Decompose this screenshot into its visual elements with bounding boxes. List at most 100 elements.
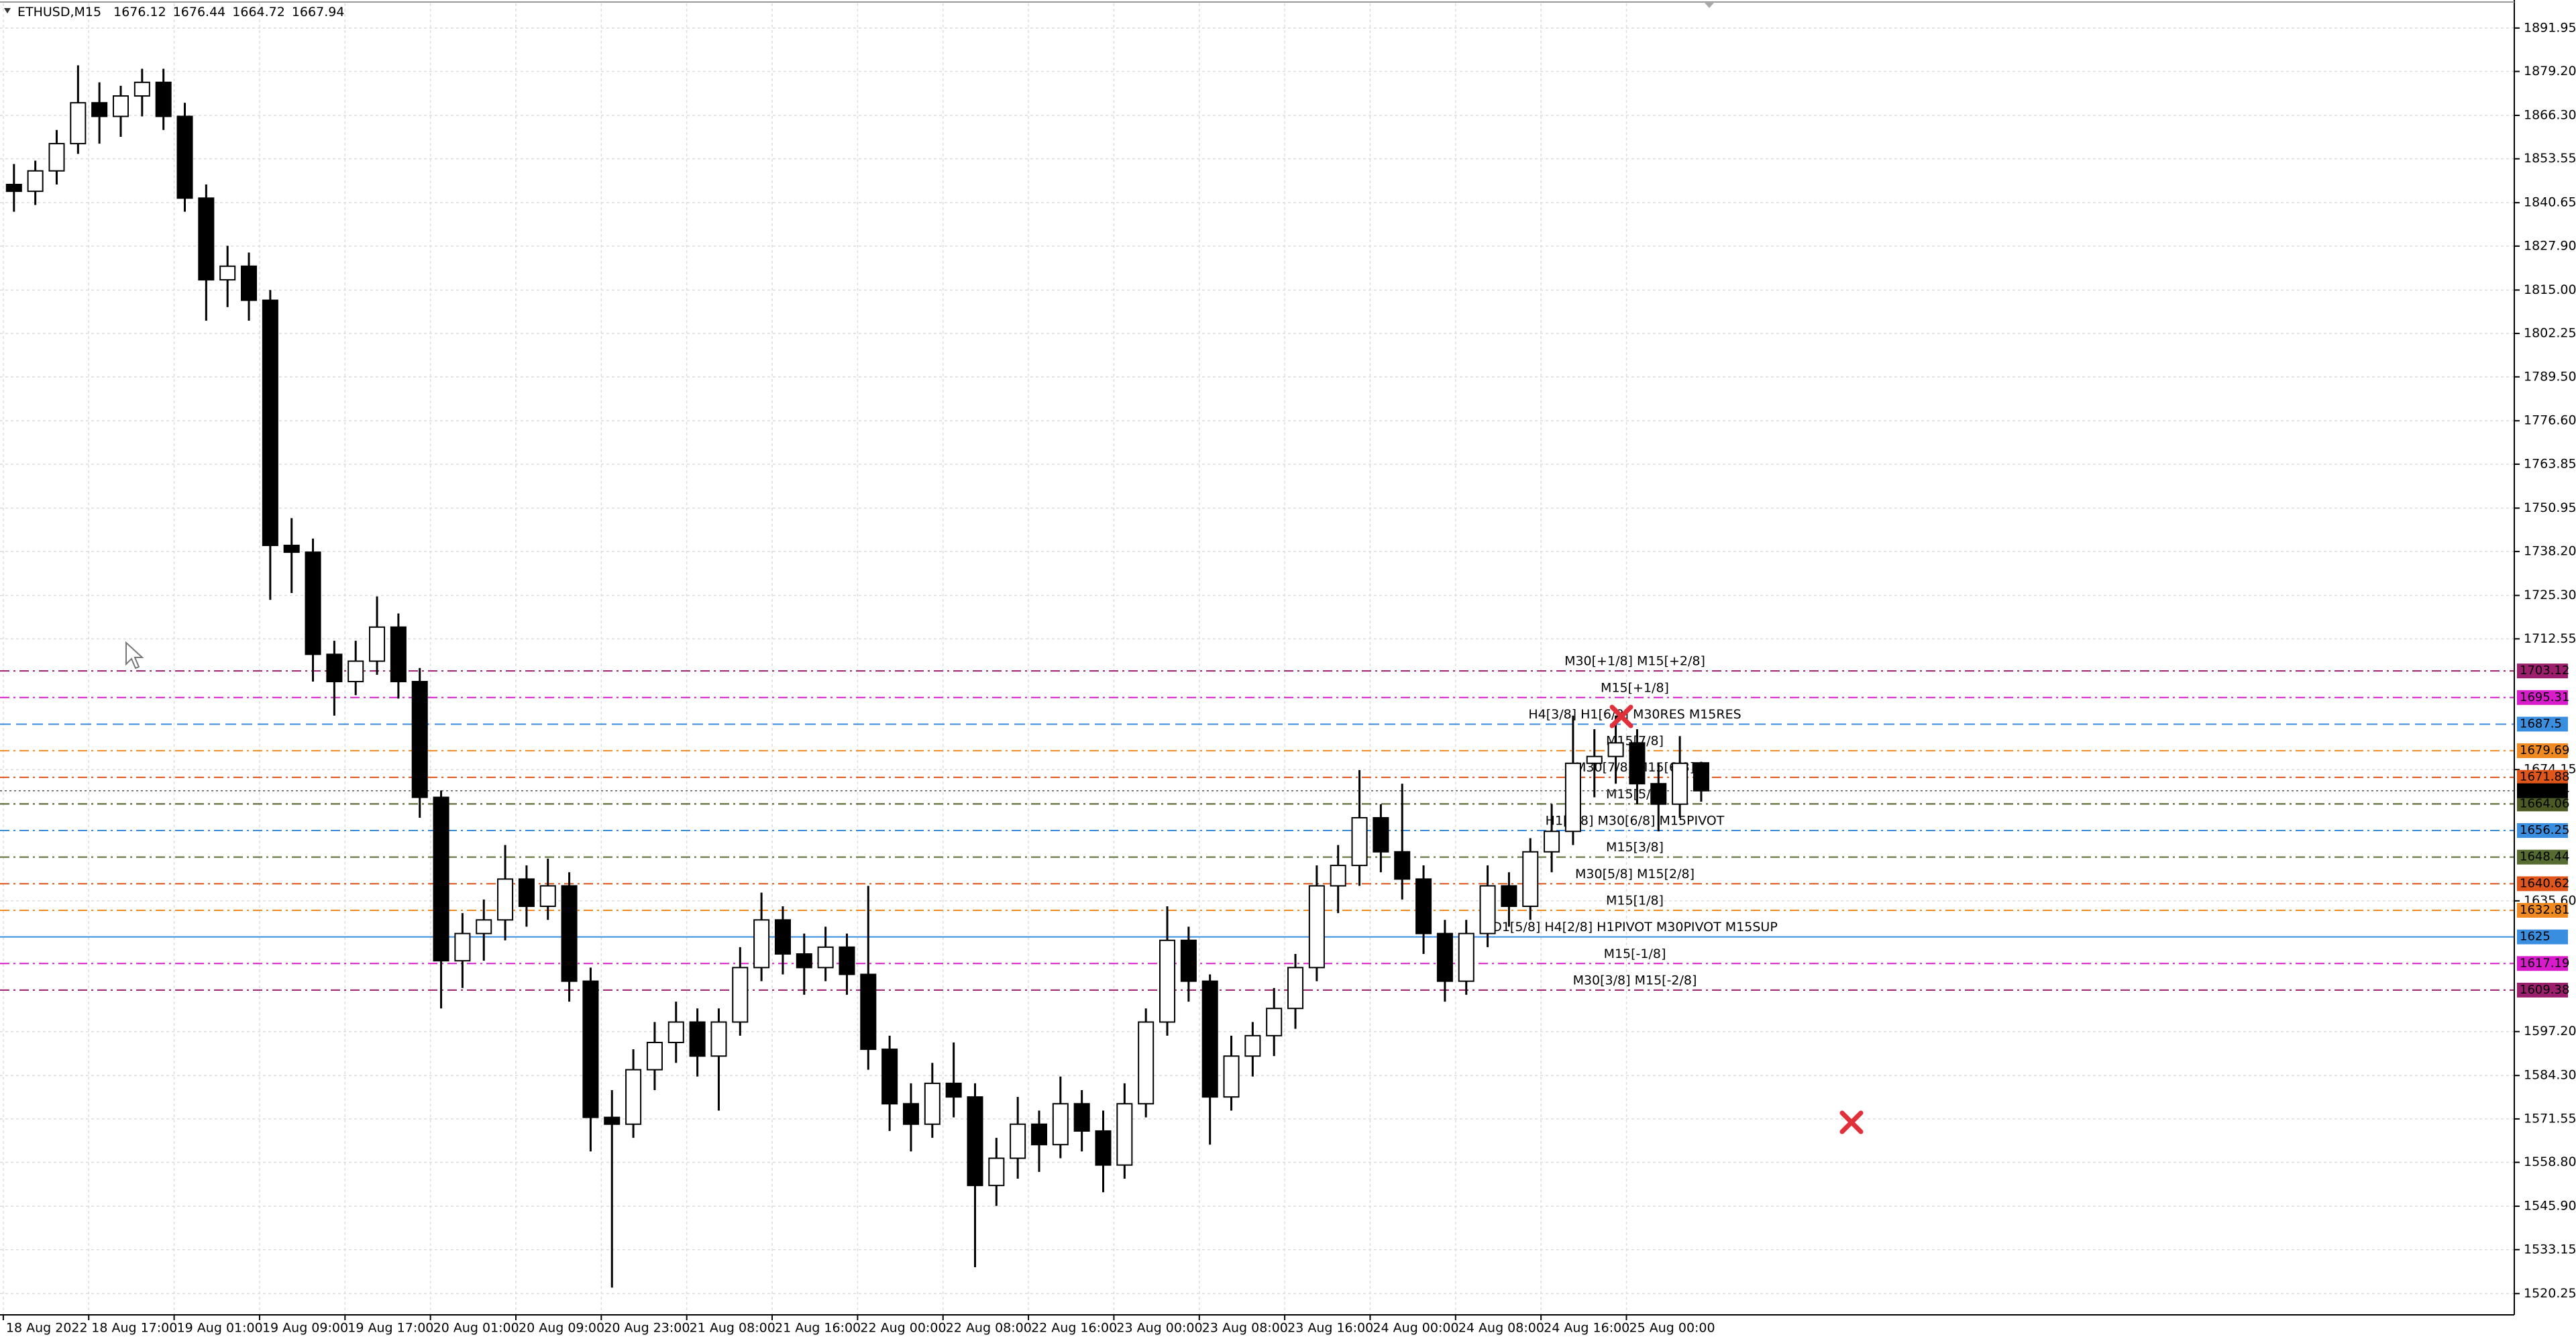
y-tick-label: 1545.90 bbox=[2524, 1199, 2576, 1214]
level-label: H4[3/8] H1[6/8] M30RES M15RES bbox=[1528, 707, 1741, 722]
candle-body bbox=[1244, 1034, 1261, 1057]
candle-body bbox=[902, 1103, 919, 1125]
level-label: M30[5/8] M15[2/8] bbox=[1575, 867, 1695, 881]
level-price: 1656.25 bbox=[2520, 823, 2569, 837]
candle-body bbox=[1201, 980, 1218, 1098]
level-price-box bbox=[2517, 796, 2568, 812]
level-price-box bbox=[2517, 982, 2568, 998]
level-price-box bbox=[2517, 876, 2568, 892]
candle-body bbox=[283, 544, 300, 553]
candle-body bbox=[945, 1082, 962, 1098]
candle-body bbox=[774, 919, 791, 955]
axes: 1891.95 1879.20 1866.30 1853.55 1840.65 1827.… bbox=[2, 20, 2576, 1336]
y-tick-label: 1520.25 bbox=[2524, 1286, 2576, 1301]
y-tick-label: 1827.90 bbox=[2524, 238, 2576, 253]
candle-body bbox=[796, 953, 812, 969]
candle-body bbox=[817, 946, 834, 969]
candle-body bbox=[1522, 851, 1539, 907]
level-price: 1632.81 bbox=[2520, 903, 2569, 917]
level-price-box bbox=[2517, 716, 2568, 732]
candle-body bbox=[1073, 1103, 1090, 1132]
x-tick-label: 23 Aug 00:00 bbox=[1116, 1321, 1202, 1336]
level-label: M15[1/8] bbox=[1606, 894, 1664, 908]
level-price: 1671.88 bbox=[2520, 770, 2569, 784]
level-price-box bbox=[2517, 849, 2568, 865]
candle-body bbox=[112, 95, 129, 117]
x-tick-label: 19 Aug 17:00 bbox=[347, 1321, 433, 1336]
candle-body bbox=[1266, 1008, 1283, 1036]
candle-body bbox=[5, 184, 22, 193]
candle-body bbox=[881, 1049, 898, 1105]
level-label: D1[5/8] H4[2/8] H1PIVOT M30PIVOT M15SUP bbox=[1492, 920, 1778, 934]
candle-body bbox=[1223, 1055, 1240, 1098]
current-price-box bbox=[2517, 783, 2568, 798]
y-tick-label: 1533.15 bbox=[2524, 1242, 2576, 1256]
candle-body bbox=[305, 551, 321, 655]
symbol: ETHUSD,M15 bbox=[17, 5, 101, 19]
y-tick-label: 1738.20 bbox=[2524, 544, 2576, 559]
y-tick-label: 1891.95 bbox=[2524, 20, 2576, 35]
level-price: 1648.44 bbox=[2520, 850, 2569, 864]
candle-body bbox=[839, 946, 855, 975]
level-price-box bbox=[2517, 956, 2568, 971]
candle-body bbox=[1586, 755, 1603, 764]
level-price: 1617.19 bbox=[2520, 956, 2569, 970]
grid bbox=[0, 3, 2514, 1315]
level-label: M15[3/8] bbox=[1606, 840, 1664, 855]
x-tick-label: 22 Aug 00:00 bbox=[860, 1321, 946, 1336]
header: ETHUSD,M15 1676.12 1676.44 1664.72 1667.94 bbox=[17, 5, 344, 19]
shift-marker bbox=[1704, 2, 1715, 8]
y-tick-label: 1840.65 bbox=[2524, 195, 2576, 210]
level-price: 1679.69 bbox=[2520, 743, 2569, 757]
candle-body bbox=[1052, 1103, 1069, 1146]
candle-body bbox=[561, 885, 578, 982]
level-price: 1640.62 bbox=[2520, 876, 2569, 890]
candle-body bbox=[241, 265, 258, 301]
candle-body bbox=[1330, 865, 1346, 887]
candle-body bbox=[1373, 817, 1389, 853]
candle-body bbox=[133, 81, 150, 97]
candle-body bbox=[1650, 783, 1667, 805]
candle-body bbox=[1607, 742, 1624, 757]
candle-body bbox=[967, 1096, 983, 1187]
candle-body bbox=[390, 626, 407, 682]
candle-body bbox=[1479, 885, 1496, 934]
candle-body bbox=[1095, 1130, 1112, 1166]
y-tick-label: 1776.60 bbox=[2524, 413, 2576, 428]
candle-body bbox=[1394, 851, 1411, 880]
current-price: 1667.94 bbox=[2520, 784, 2569, 798]
candle-body bbox=[646, 1041, 663, 1071]
candle-body bbox=[1116, 1103, 1133, 1166]
cross-icon[interactable] bbox=[1839, 1110, 1864, 1134]
x-tick-label: 23 Aug 16:00 bbox=[1287, 1321, 1373, 1336]
y-tick-label: 1725.30 bbox=[2524, 588, 2576, 602]
x-tick-label: 18 Aug 17:00 bbox=[91, 1321, 177, 1336]
candle-body bbox=[753, 919, 770, 969]
candle-body bbox=[1138, 1021, 1155, 1105]
x-tick-label: 24 Aug 16:00 bbox=[1544, 1321, 1629, 1336]
candle-body bbox=[1415, 878, 1432, 934]
y-tick-label: 1789.50 bbox=[2524, 369, 2576, 384]
y-tick-label: 1866.30 bbox=[2524, 107, 2576, 122]
candle-body bbox=[1159, 939, 1176, 1023]
candle-body bbox=[539, 885, 556, 907]
x-tick-label: 22 Aug 16:00 bbox=[1031, 1321, 1117, 1336]
candle-body bbox=[1672, 762, 1688, 805]
candle-body bbox=[48, 143, 65, 172]
candle-body bbox=[454, 932, 471, 962]
x-tick-label: 19 Aug 01:00 bbox=[177, 1321, 263, 1336]
level-price: 1703.12 bbox=[2520, 663, 2569, 678]
level-label: M15[+1/8] bbox=[1601, 680, 1669, 695]
candle-body bbox=[1564, 762, 1581, 833]
cross-icon[interactable] bbox=[1609, 704, 1633, 729]
level-price-box bbox=[2517, 929, 2568, 945]
candle-body bbox=[198, 197, 215, 281]
menu-triangle[interactable] bbox=[4, 8, 11, 13]
candle-body bbox=[604, 1116, 621, 1125]
x-tick-label: 18 Aug 2022 bbox=[6, 1321, 88, 1336]
level-price-box bbox=[2517, 690, 2568, 705]
low: 1664.72 bbox=[232, 5, 285, 19]
x-tick-label: 25 Aug 00:00 bbox=[1629, 1321, 1715, 1336]
y-tick-label: 1558.80 bbox=[2524, 1155, 2576, 1169]
